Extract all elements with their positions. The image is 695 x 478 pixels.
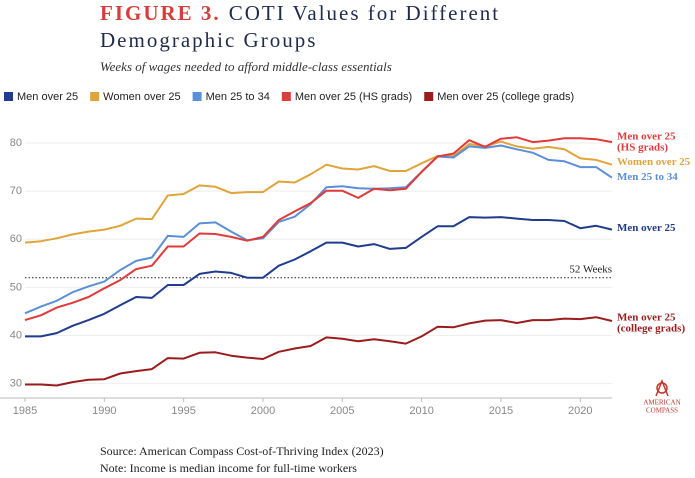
note: Note: Income is median income for full-t…: [100, 461, 357, 475]
end-label: Men over 25: [617, 222, 676, 234]
y-tick-label: 60: [10, 233, 22, 245]
title-text: COTI Values for Different: [229, 1, 500, 25]
series-line: [24, 136, 613, 322]
end-label: (HS grads): [617, 142, 668, 154]
legend-label: Men over 25: [17, 91, 78, 103]
logo-text: AMERICAN: [643, 399, 680, 407]
series-line: [24, 140, 613, 244]
legend-label: Men 25 to 34: [206, 91, 270, 103]
y-tick-label: 70: [10, 185, 22, 197]
source: Source: American Compass Cost-of-Thrivin…: [100, 444, 384, 458]
logo: AMERICAN COMPASS: [643, 378, 681, 415]
legend-label: Men over 25 (HS grads): [295, 91, 412, 103]
x-tick-label: 2010: [409, 405, 433, 417]
legend: Men over 25 Women over 25 Men 25 to 34 Men …: [4, 91, 574, 103]
logo-text: COMPASS: [646, 407, 678, 415]
end-label: (college grads): [617, 323, 685, 335]
x-tick-label: 1990: [92, 405, 116, 417]
legend-swatch: [90, 92, 100, 101]
title-line: FIGURE 3. COTI Values for Different: [100, 1, 500, 25]
logo-icon: [655, 378, 669, 397]
y-tick-label: 80: [10, 137, 22, 149]
legend-swatch: [424, 92, 434, 101]
subtitle: Weeks of wages needed to afford middle-c…: [100, 59, 392, 74]
legend-swatch: [281, 92, 291, 101]
end-label: Men over 25: [617, 131, 676, 143]
x-tick-label: 2015: [489, 405, 513, 417]
end-label: Men 25 to 34: [617, 171, 678, 183]
x-tick-label: 2020: [568, 405, 592, 417]
x-tick-label: 1985: [13, 405, 37, 417]
title-prefix: FIGURE 3.: [100, 1, 221, 25]
legend-swatch: [192, 92, 202, 101]
title-text: Demographic Groups: [100, 28, 317, 52]
y-tick-label: 40: [10, 329, 22, 341]
legend-label: Women over 25: [103, 91, 180, 103]
x-tick-label: 2000: [251, 405, 275, 417]
reference-label: 52 Weeks: [569, 263, 612, 275]
y-tick-label: 30: [10, 377, 22, 389]
legend-label: Men over 25 (college grads): [437, 91, 574, 103]
legend-swatch: [4, 92, 13, 101]
x-tick-label: 2005: [330, 405, 354, 417]
end-label: Men over 25: [617, 312, 676, 324]
y-tick-label: 50: [10, 281, 22, 293]
end-label: Women over 25: [617, 156, 691, 168]
series-line: [25, 216, 613, 338]
series-line: [25, 316, 613, 387]
x-tick-label: 1995: [171, 405, 195, 417]
